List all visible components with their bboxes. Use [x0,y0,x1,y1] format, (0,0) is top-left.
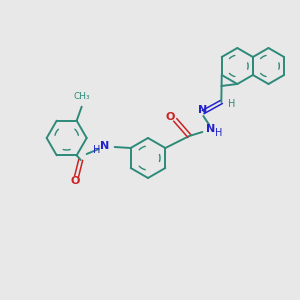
Text: N: N [100,141,109,151]
Text: O: O [71,176,80,186]
Text: H: H [228,99,235,109]
Text: N: N [206,124,215,134]
Text: O: O [166,112,175,122]
Text: N: N [198,105,207,115]
Text: H: H [214,128,222,138]
Text: CH₃: CH₃ [74,92,90,101]
Text: H: H [93,145,100,155]
